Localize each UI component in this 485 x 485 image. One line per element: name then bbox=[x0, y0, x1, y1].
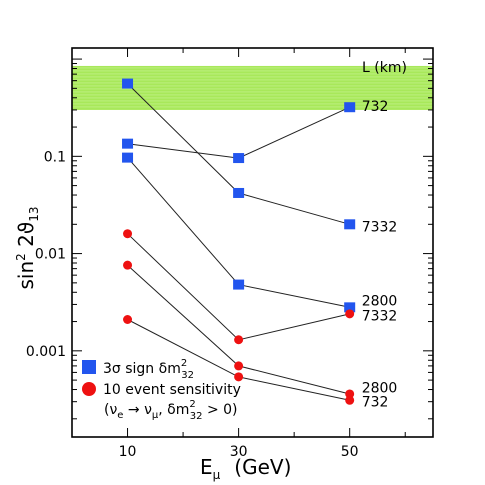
y-title-main: sin bbox=[14, 261, 38, 290]
legend-sign-sup: 2 bbox=[181, 358, 187, 369]
square-point-2-1 bbox=[233, 279, 245, 290]
ticks bbox=[72, 48, 433, 437]
cond-sub1: e bbox=[117, 410, 123, 421]
circle-point-3-0 bbox=[123, 229, 133, 239]
circle-point-4-0 bbox=[123, 260, 133, 270]
tick-labels: 10 30 50 0.1 0.01 0.001 bbox=[26, 149, 359, 460]
legend-sign-text: 3σ sign δm bbox=[103, 361, 181, 377]
square-point-0-1 bbox=[233, 187, 245, 198]
line-label-2: 2800 bbox=[362, 293, 398, 309]
legend-condition: (νe → νμ, δm2 32 > 0) bbox=[104, 399, 238, 422]
markers bbox=[122, 78, 356, 405]
line-label-5: 732 bbox=[362, 395, 389, 411]
connecting-lines bbox=[127, 83, 350, 401]
x-tick-label: 30 bbox=[230, 444, 248, 460]
circle-point-4-1 bbox=[234, 361, 244, 371]
legend-marker-circle bbox=[82, 382, 96, 396]
cond-close: > 0) bbox=[203, 402, 238, 418]
square-point-1-1 bbox=[233, 153, 245, 164]
plot-frame bbox=[71, 47, 434, 438]
x-tick-label: 50 bbox=[341, 444, 359, 460]
y-title-sup: 2 bbox=[14, 253, 28, 261]
y-tick-label: 0.1 bbox=[44, 149, 66, 165]
y-axis-title: sin2 2ϑ13 bbox=[14, 206, 41, 289]
x-tick-label: 10 bbox=[119, 444, 137, 460]
circle-point-5-2 bbox=[345, 395, 355, 405]
y-title-sub: 13 bbox=[27, 206, 41, 221]
x-title-sub: μ bbox=[213, 468, 221, 482]
circle-point-5-1 bbox=[234, 372, 244, 382]
legend-marker-square bbox=[82, 360, 96, 374]
line-label-4: 2800 bbox=[362, 380, 398, 396]
line-label-1: 7332 bbox=[362, 219, 398, 235]
band-texture bbox=[72, 67, 433, 108]
square-point-2-0 bbox=[122, 152, 134, 163]
square-point-0-2 bbox=[344, 219, 356, 230]
square-point-2-2 bbox=[344, 302, 356, 313]
x-title-main: E bbox=[200, 455, 213, 479]
y-tick-label: 0.001 bbox=[26, 344, 66, 360]
cond-mid: , δm bbox=[158, 402, 189, 418]
y-tick-label: 0.01 bbox=[35, 247, 66, 263]
circle-point-3-2 bbox=[345, 309, 355, 319]
legend-label-sensitivity: 10 event sensitivity bbox=[103, 382, 241, 398]
cond-sub2: μ bbox=[152, 410, 159, 421]
legend: 3σ sign δm2 32 10 event sensitivity (νe →… bbox=[82, 358, 241, 422]
series-line-1 bbox=[127, 106, 350, 159]
cond-sup: 2 bbox=[189, 399, 195, 410]
cond-sub3: 32 bbox=[190, 411, 203, 422]
circle-point-3-1 bbox=[234, 335, 244, 345]
x-title-unit: (GeV) bbox=[234, 455, 291, 479]
line-label-3: 7332 bbox=[362, 309, 398, 325]
band-label: L (km) bbox=[362, 60, 407, 76]
square-point-0-0 bbox=[122, 78, 134, 89]
line-label-0: 732 bbox=[362, 99, 389, 115]
x-axis-title: Eμ (GeV) bbox=[200, 455, 291, 482]
legend-sign-sub: 32 bbox=[181, 370, 194, 381]
legend-label-sign: 3σ sign δm2 32 bbox=[103, 358, 194, 381]
circle-point-4-2 bbox=[345, 389, 355, 399]
square-point-1-0 bbox=[122, 138, 134, 149]
square-point-1-2 bbox=[344, 102, 356, 113]
circle-point-5-0 bbox=[123, 314, 133, 324]
cond-open: (ν bbox=[104, 402, 117, 418]
cond-arrow: → ν bbox=[123, 402, 152, 418]
y-title-mid: 2ϑ bbox=[14, 222, 38, 253]
